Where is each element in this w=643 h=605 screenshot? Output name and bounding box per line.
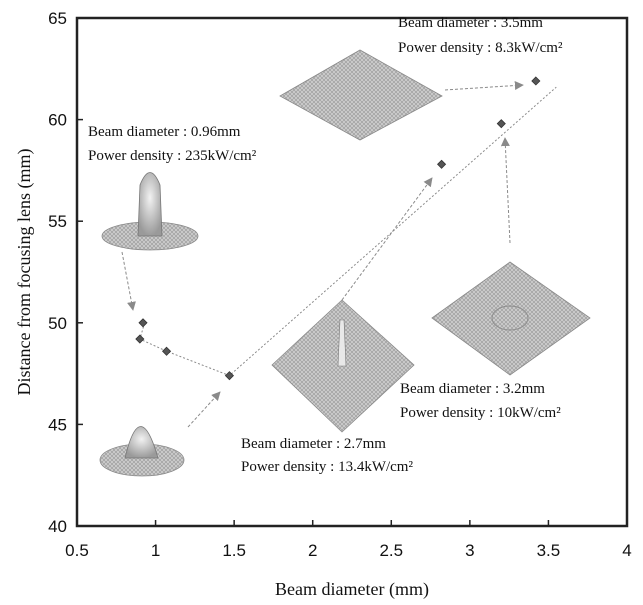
x-axis-ticks: 0.5 1 1.5 2 2.5 3 3.5 4 bbox=[65, 520, 632, 560]
annotation-35-line1: Beam diameter : 3.5mm bbox=[398, 15, 543, 31]
data-point bbox=[531, 76, 541, 86]
beam-profile-096 bbox=[101, 172, 199, 251]
annotation-32-line2: Power density : 10kW/cm² bbox=[400, 405, 561, 421]
annotation-096-line2: Power density : 235kW/cm² bbox=[88, 148, 257, 164]
data-point bbox=[496, 119, 506, 129]
plot-frame bbox=[75, 16, 629, 528]
guide-arrows bbox=[121, 81, 524, 428]
guide-arrow-27-low bbox=[187, 391, 221, 428]
guide-arrow-096 bbox=[121, 251, 136, 311]
annotation-32-line1: Beam diameter : 3.2mm bbox=[400, 381, 545, 397]
y-tick-label: 60 bbox=[48, 111, 67, 130]
y-axis-ticks: 40 45 50 55 60 65 bbox=[48, 9, 83, 536]
guide-arrow-32 bbox=[500, 137, 511, 244]
data-point bbox=[135, 334, 145, 344]
data-point bbox=[437, 159, 447, 169]
annotation-27-line2: Power density : 13.4kW/cm² bbox=[241, 459, 413, 475]
annotation-27-line1: Beam diameter : 2.7mm bbox=[241, 436, 386, 452]
beam-profile-32 bbox=[431, 261, 591, 376]
x-tick-label: 2.5 bbox=[379, 541, 403, 560]
data-points bbox=[135, 76, 541, 381]
data-point bbox=[224, 371, 234, 381]
x-tick-label: 4 bbox=[622, 541, 631, 560]
data-point bbox=[138, 318, 148, 328]
x-tick-label: 3.5 bbox=[537, 541, 561, 560]
annotation-096: Beam diameter : 0.96mm Power density : 2… bbox=[88, 124, 257, 164]
y-axis-label: Distance from focusing lens (mm) bbox=[14, 149, 35, 396]
beam-profile-35 bbox=[279, 49, 443, 141]
x-tick-label: 3 bbox=[465, 541, 474, 560]
guide-arrow-35 bbox=[444, 81, 524, 91]
annotation-35-line2: Power density : 8.3kW/cm² bbox=[398, 40, 563, 56]
y-tick-label: 50 bbox=[48, 314, 67, 333]
annotation-32: Beam diameter : 3.2mm Power density : 10… bbox=[400, 381, 561, 421]
annotation-096-line1: Beam diameter : 0.96mm bbox=[88, 124, 241, 140]
beam-profile-27 bbox=[271, 299, 415, 433]
x-tick-label: 2 bbox=[308, 541, 317, 560]
annotation-27: Beam diameter : 2.7mm Power density : 13… bbox=[241, 436, 413, 475]
data-point bbox=[162, 346, 172, 356]
y-tick-label: 55 bbox=[48, 212, 67, 231]
beam-profile-insets bbox=[99, 49, 591, 477]
x-axis-label: Beam diameter (mm) bbox=[275, 579, 429, 600]
beam-profile-low bbox=[99, 426, 185, 477]
x-tick-label: 0.5 bbox=[65, 541, 89, 560]
guide-arrow-27 bbox=[341, 177, 433, 301]
x-tick-label: 1.5 bbox=[222, 541, 246, 560]
y-tick-label: 40 bbox=[48, 517, 67, 536]
y-tick-label: 45 bbox=[48, 415, 67, 434]
annotation-35: Beam diameter : 3.5mm Power density : 8.… bbox=[398, 15, 563, 56]
y-tick-label: 65 bbox=[48, 9, 67, 28]
x-tick-label: 1 bbox=[151, 541, 160, 560]
